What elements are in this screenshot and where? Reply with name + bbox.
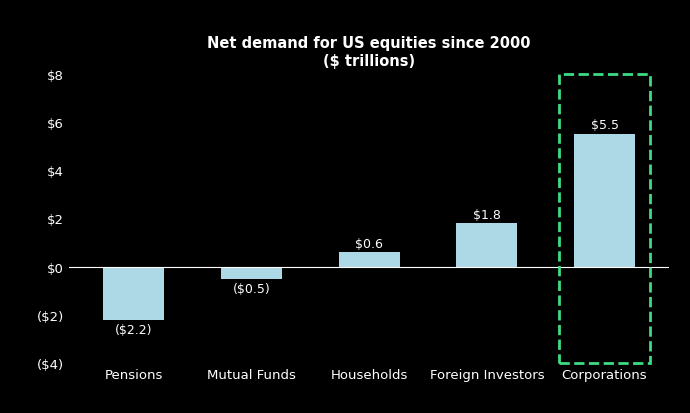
Text: ($0.5): ($0.5)	[233, 283, 270, 296]
Bar	[559, 74, 651, 363]
Bar	[339, 253, 400, 267]
Bar	[103, 267, 164, 320]
Text: $5.5: $5.5	[591, 119, 618, 132]
Text: ($2.2): ($2.2)	[115, 324, 152, 337]
Bar	[221, 267, 282, 279]
Bar	[574, 135, 635, 267]
Text: $1.8: $1.8	[473, 208, 501, 221]
Text: $0.6: $0.6	[355, 237, 383, 250]
Bar	[456, 224, 518, 267]
Text: Net demand for US equities since 2000
($ trillions): Net demand for US equities since 2000 ($…	[208, 36, 531, 69]
